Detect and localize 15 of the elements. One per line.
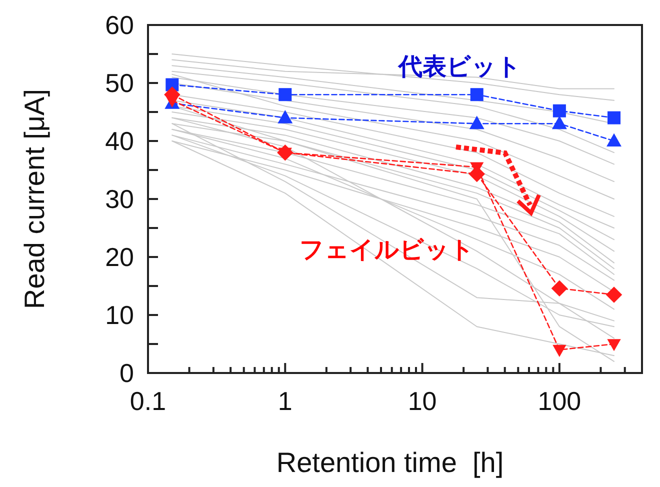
y-tick-label: 0 bbox=[120, 358, 134, 388]
annotation: 代表ビット bbox=[398, 54, 522, 80]
y-tick-label: 60 bbox=[105, 10, 134, 40]
y-tick-label: 10 bbox=[105, 300, 134, 330]
y-tick-label: 20 bbox=[105, 242, 134, 272]
y-tick-label: 40 bbox=[105, 126, 134, 156]
x-tick-label: 100 bbox=[538, 386, 582, 416]
y-tick-label: 30 bbox=[105, 184, 134, 214]
y-axis-title: Read current [μA] bbox=[19, 88, 50, 310]
y-tick-label: 50 bbox=[105, 68, 134, 98]
x-tick-label: 10 bbox=[408, 386, 437, 416]
x-axis-title: Retention time [h] bbox=[276, 447, 504, 478]
annotation: フェイルビット bbox=[300, 236, 474, 264]
x-tick-label: 0.1 bbox=[130, 386, 166, 416]
x-tick-label: 1 bbox=[278, 386, 292, 416]
